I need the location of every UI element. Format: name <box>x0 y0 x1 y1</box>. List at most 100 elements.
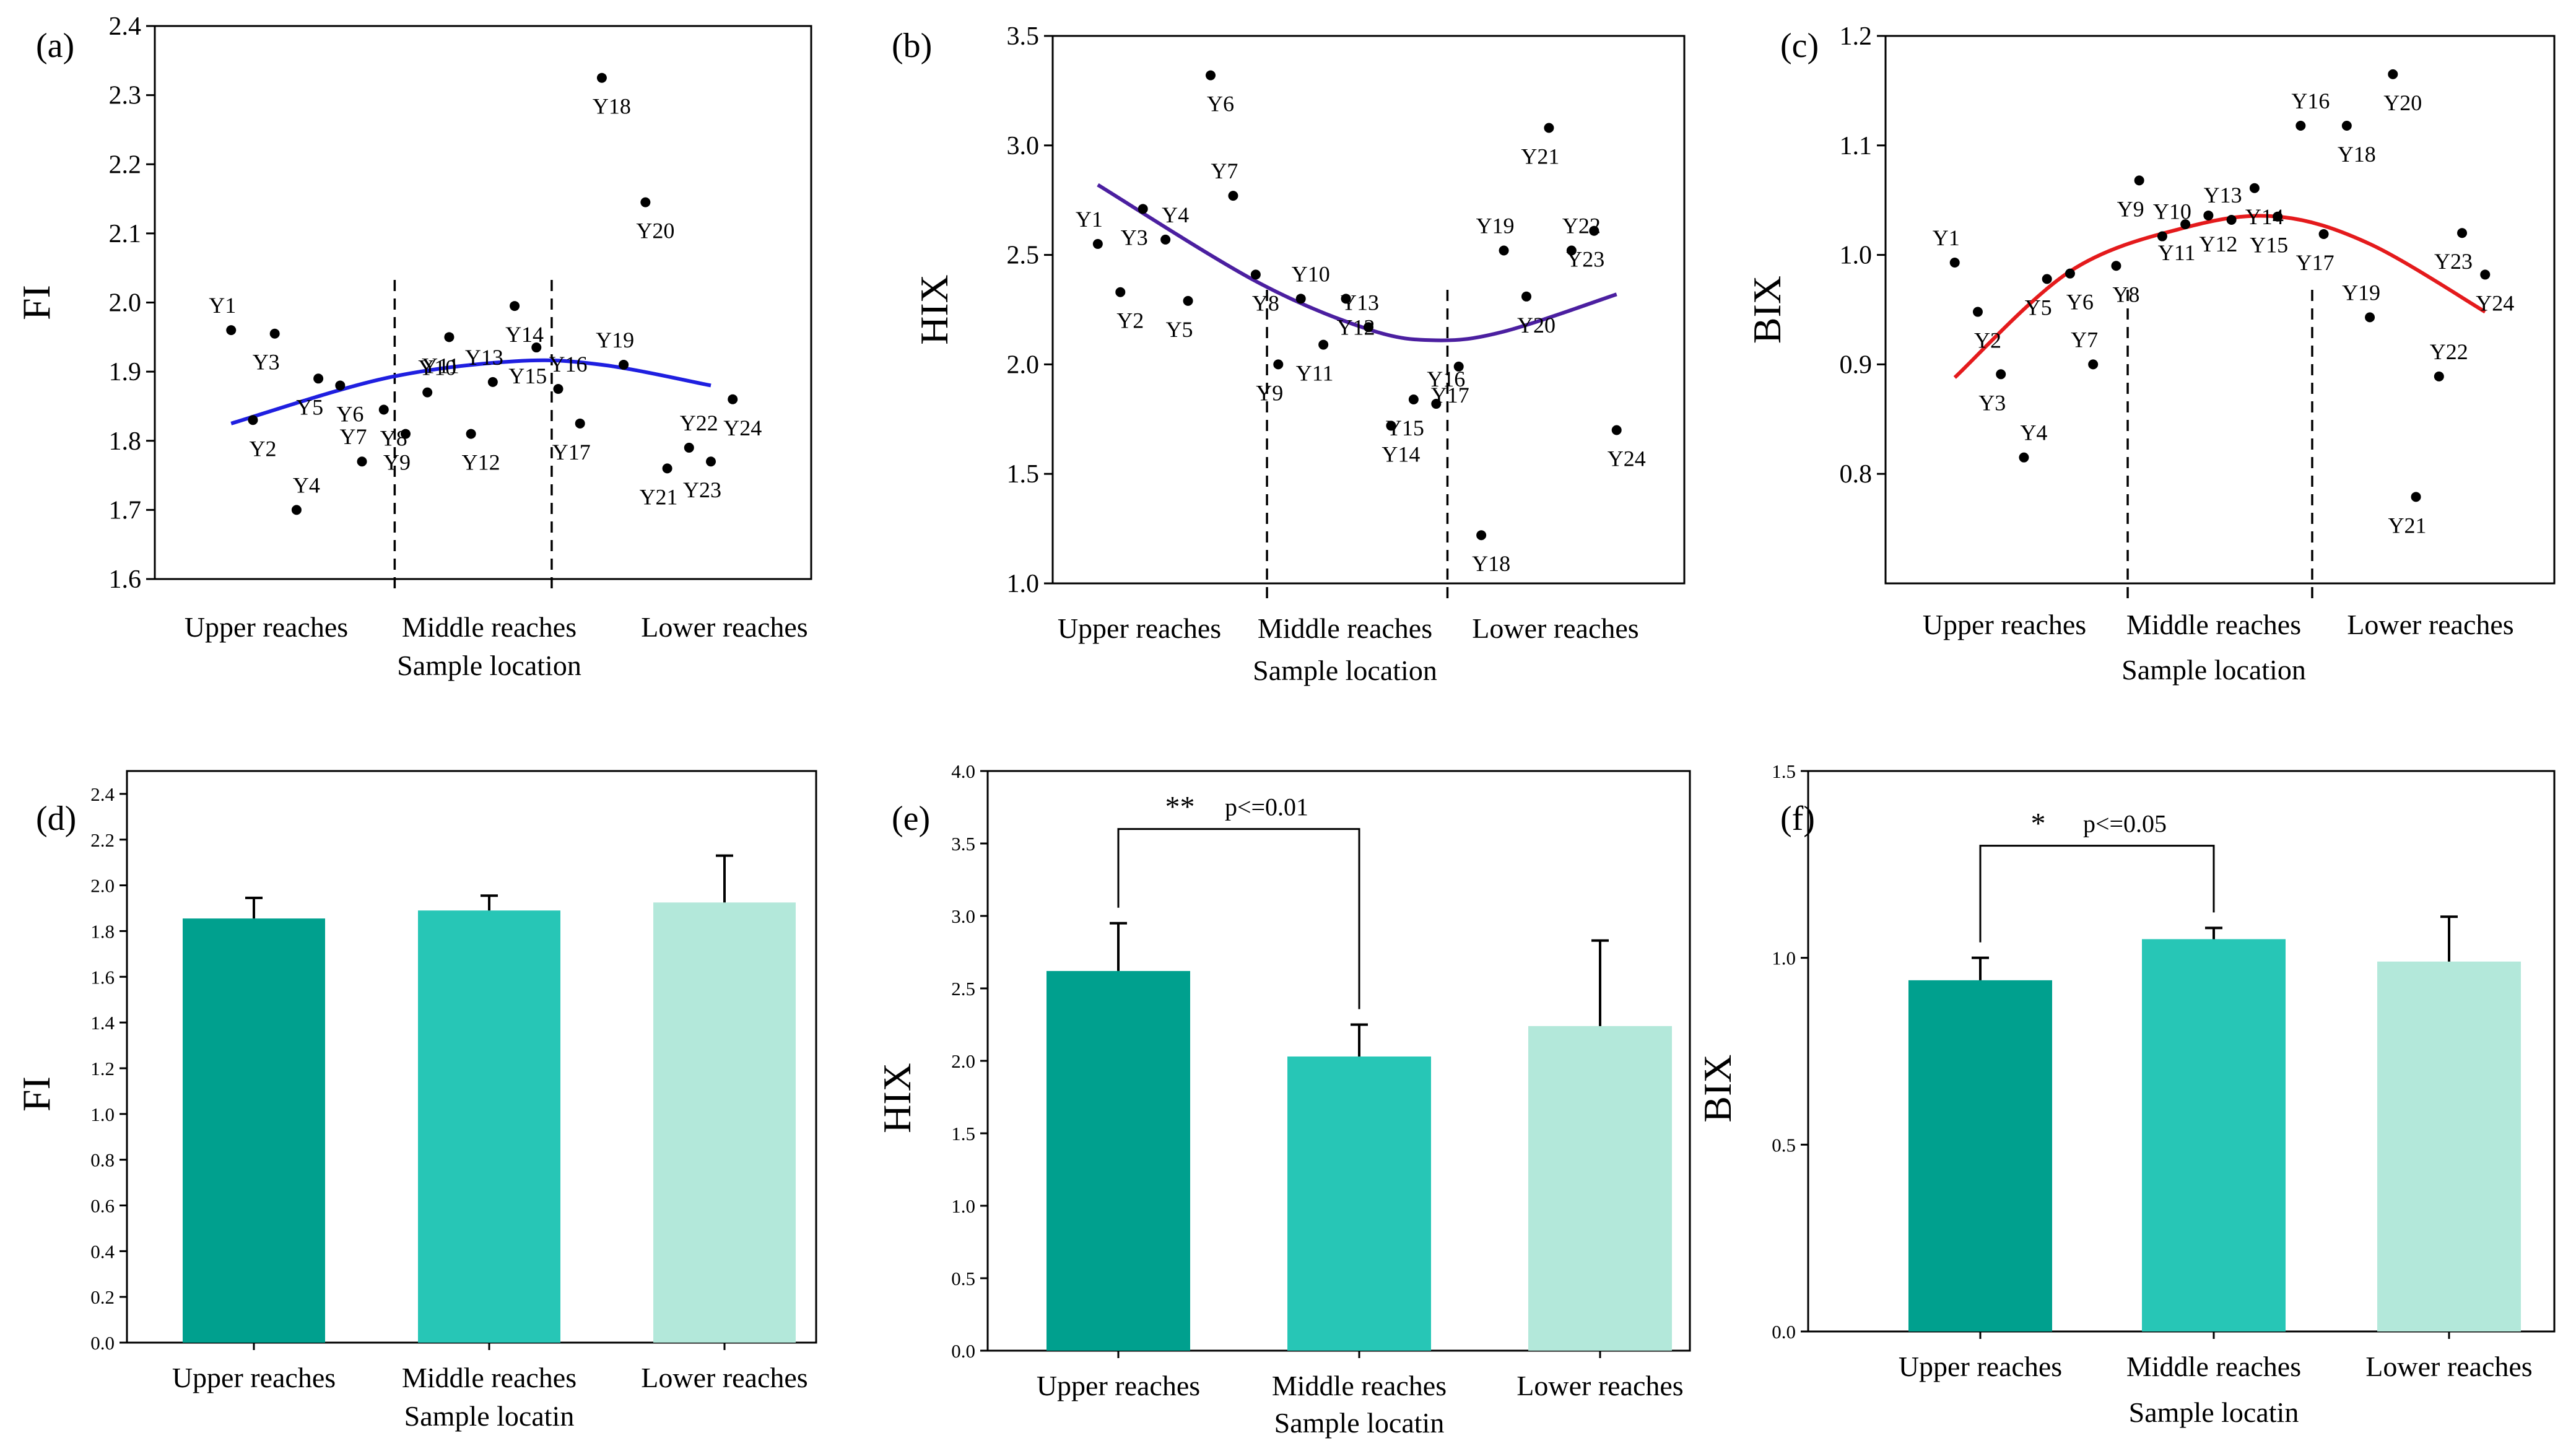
data-point <box>487 377 498 387</box>
data-point <box>575 418 585 429</box>
y-tick-label: 0.6 <box>90 1195 115 1216</box>
chart-5: (e) HIX 0.0 0.5 1.0 1.5 2.0 2.5 3.0 3.5 4.0 Upper r… <box>875 760 1691 1439</box>
bar <box>418 910 560 1343</box>
y-tick-label: 2.1 <box>109 220 142 248</box>
chart-2: (b) HIX 1.0 1.5 2.0 2.5 3.0 3.5 Y1 Y2 Y3 Y4 Y5 Y6 Y7 Y8… <box>892 22 1686 686</box>
y-tick-label: 1.8 <box>109 427 142 456</box>
point-label: Y21 <box>2388 513 2427 538</box>
y-tick-label: 1.1 <box>1840 132 1873 160</box>
data-point <box>422 387 433 398</box>
data-point <box>2019 452 2029 463</box>
data-point <box>2157 231 2167 242</box>
chart-6: (f) BIX 0.0 0.5 1.0 1.5 Upper reaches Middle re… <box>1695 760 2556 1428</box>
bar <box>1046 970 1190 1351</box>
data-point <box>596 72 607 83</box>
point-label: Y8 <box>1252 290 1279 315</box>
x-axis-label: Sample locatin <box>1274 1407 1445 1439</box>
bar <box>653 902 796 1343</box>
y-tick-label: 3.5 <box>951 833 975 855</box>
point-label: Y24 <box>1608 446 1646 471</box>
significance-stars: ** <box>1165 791 1195 824</box>
region-label: Middle reaches <box>2126 609 2301 640</box>
region-label: Lower reaches <box>2347 609 2513 640</box>
category-label: Lower reaches <box>641 1362 807 1393</box>
y-tick-label: 2.5 <box>951 978 975 1000</box>
data-point <box>400 429 411 439</box>
data-point <box>2295 120 2306 131</box>
data-point <box>248 415 258 425</box>
point-label: Y1 <box>1933 225 1960 250</box>
point-label: Y9 <box>383 450 411 475</box>
point-label: Y17 <box>1431 383 1469 407</box>
y-tick-label: 2.5 <box>1007 242 1040 270</box>
category-label: Lower reaches <box>1516 1370 1683 1401</box>
category-label: Upper reaches <box>172 1362 336 1393</box>
point-label: Y2 <box>1116 308 1144 333</box>
fit-curve <box>230 358 711 425</box>
point-label: Y6 <box>336 401 363 426</box>
significance-label: p<=0.01 <box>1225 793 1308 821</box>
y-tick-label: 2.0 <box>109 289 142 318</box>
panel-label: (f) <box>1780 800 1815 838</box>
data-point <box>2180 219 2191 230</box>
point-label: Y7 <box>2071 327 2098 352</box>
data-point <box>640 197 651 207</box>
y-tick-label: 0.2 <box>90 1286 115 1308</box>
y-axis-label: FI <box>14 1076 58 1112</box>
data-point <box>728 394 738 404</box>
data-point <box>2088 359 2099 370</box>
data-point <box>1949 257 1960 268</box>
data-point <box>226 325 237 336</box>
panel-label: (e) <box>892 800 930 838</box>
fit-curve <box>1953 214 2486 379</box>
data-point <box>2249 183 2260 193</box>
data-point <box>291 505 302 515</box>
point-label: Y15 <box>2250 233 2288 258</box>
region-label: Lower reaches <box>1472 612 1638 644</box>
y-tick-label: 1.0 <box>1840 242 1873 270</box>
region-label: Upper reaches <box>185 611 348 643</box>
data-point <box>2318 229 2329 240</box>
y-tick-label: 0.0 <box>1772 1321 1796 1343</box>
x-axis-label: Sample locatin <box>2129 1397 2299 1428</box>
data-point <box>1250 269 1261 280</box>
data-point <box>1138 204 1148 214</box>
significance-bracket <box>1979 845 2215 943</box>
category-label: Lower reaches <box>2365 1351 2532 1382</box>
data-point <box>2203 210 2214 220</box>
x-axis-label: Sample locatin <box>404 1400 575 1432</box>
data-point <box>1972 307 1983 317</box>
y-tick-label: 1.0 <box>951 1195 975 1217</box>
point-label: Y4 <box>2020 420 2047 445</box>
point-label: Y24 <box>723 416 762 440</box>
y-tick-label: 0.0 <box>90 1332 115 1354</box>
y-tick-label: 0.5 <box>1772 1134 1796 1156</box>
y-tick-label: 0.0 <box>951 1340 975 1362</box>
data-point <box>2341 120 2352 131</box>
data-point <box>2480 269 2491 280</box>
category-label: Middle reaches <box>2126 1351 2301 1382</box>
y-tick-label: 1.0 <box>1007 570 1040 598</box>
data-point <box>510 301 520 312</box>
bar <box>1287 1056 1431 1351</box>
point-label: Y20 <box>636 219 674 243</box>
data-point <box>2226 215 2237 225</box>
bar <box>2142 939 2286 1331</box>
chart-4: (d) FI 0.0 0.2 0.4 0.6 0.8 1.0 1.2 1.4 1.6 1.8 2.0 2.… <box>14 770 817 1432</box>
point-label: Y16 <box>549 352 587 377</box>
y-tick-label: 1.2 <box>90 1058 115 1079</box>
panel-label: (d) <box>36 800 76 838</box>
fit-curve <box>1097 183 1617 342</box>
point-label: Y9 <box>2117 196 2144 221</box>
chart-1: (a) FI 1.6 1.7 1.8 1.9 2.0 2.1 2.2 2.3 2.4 Y1 Y2 Y3 Y4… <box>14 12 812 681</box>
data-point <box>1273 359 1284 370</box>
data-point <box>2134 175 2144 186</box>
data-point <box>619 359 629 370</box>
point-label: Y23 <box>1566 247 1604 272</box>
y-tick-label: 1.6 <box>90 966 115 988</box>
data-point <box>1341 294 1351 304</box>
point-label: Y5 <box>296 394 323 419</box>
data-point <box>1183 295 1193 306</box>
y-tick-label: 0.5 <box>951 1268 975 1289</box>
data-point <box>357 456 367 467</box>
